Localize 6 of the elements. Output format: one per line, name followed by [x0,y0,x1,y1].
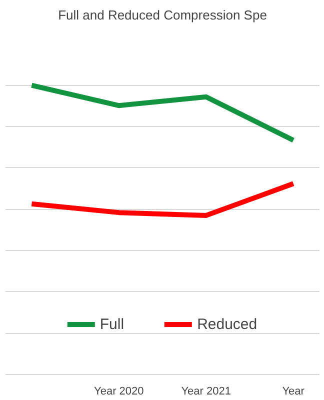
x-tick-label: Year 2020 [94,386,144,398]
legend-label: Full [100,316,124,332]
x-tick-label: Year 2021 [181,386,231,398]
x-tick-label: Year [282,386,305,398]
legend-label: Reduced [197,316,258,332]
chart-title: Full and Reduced Compression Spe [58,8,267,22]
